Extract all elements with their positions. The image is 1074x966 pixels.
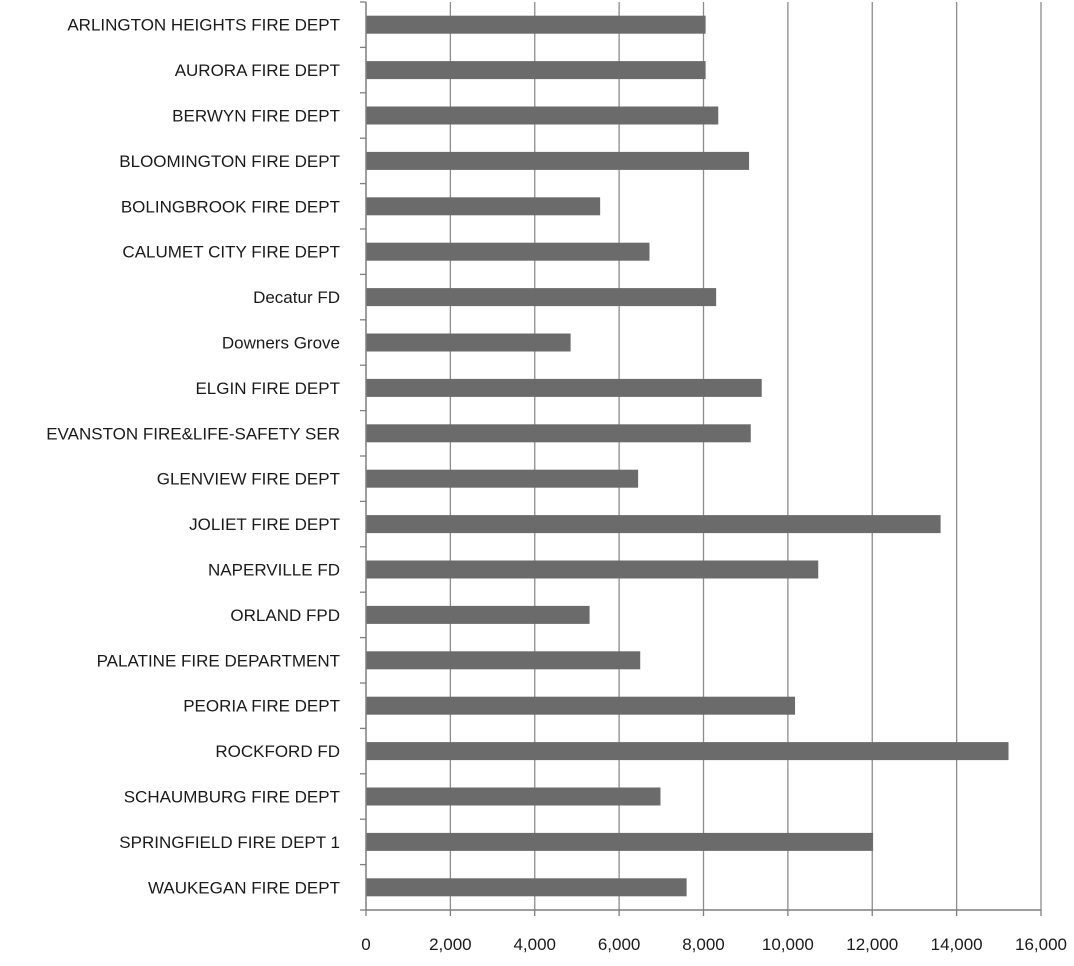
bar: [366, 288, 717, 307]
bar: [366, 469, 639, 488]
bar: [366, 878, 687, 897]
bar: [366, 605, 590, 624]
category-label: ORLAND FPD: [230, 606, 340, 625]
category-label: ARLINGTON HEIGHTS FIRE DEPT: [67, 16, 340, 35]
x-tick-label: 2,000: [429, 935, 472, 954]
category-label: PALATINE FIRE DEPARTMENT: [97, 651, 340, 670]
x-tick-label: 4,000: [513, 935, 556, 954]
bars: [366, 15, 1009, 897]
bar: [366, 787, 661, 806]
category-label: SPRINGFIELD FIRE DEPT 1: [119, 833, 340, 852]
category-label: WAUKEGAN FIRE DEPT: [148, 878, 340, 897]
category-label: Decatur FD: [253, 288, 340, 307]
tick-labels: 0 2,000 4,000 6,000 8,000 10,000 12,000 14,000 1…: [361, 935, 1067, 954]
x-tick-label: 8,000: [682, 935, 725, 954]
category-label: EVANSTON FIRE&LIFE-SAFETY SER: [46, 424, 340, 443]
x-tick-label: 12,000: [846, 935, 898, 954]
bar: [366, 151, 750, 170]
bar: [366, 61, 706, 80]
category-label: BLOOMINGTON FIRE DEPT: [119, 152, 340, 171]
x-tick-label: 14,000: [931, 935, 983, 954]
bar: [366, 333, 571, 352]
category-label: Downers Grove: [222, 334, 340, 353]
x-tick-label: 10,000: [762, 935, 814, 954]
category-label: ELGIN FIRE DEPT: [195, 379, 340, 398]
bar: [366, 651, 641, 670]
axes: [360, 1, 1042, 916]
grid-lines: [449, 2, 1042, 910]
category-label: JOLIET FIRE DEPT: [189, 515, 340, 534]
bar: [366, 424, 751, 443]
category-label: ROCKFORD FD: [215, 742, 340, 761]
bar: [366, 696, 796, 715]
bar: [366, 197, 601, 216]
category-labels: ARLINGTON HEIGHTS FIRE DEPT AURORA FIRE D…: [46, 16, 340, 898]
bar: [366, 15, 706, 34]
category-label: GLENVIEW FIRE DEPT: [157, 470, 340, 489]
category-label: NAPERVILLE FD: [208, 561, 340, 580]
bar: [366, 242, 650, 261]
bar: [366, 515, 941, 534]
category-label: PEORIA FIRE DEPT: [183, 697, 340, 716]
bar: [366, 560, 819, 579]
x-tick-label: 16,000: [1015, 935, 1067, 954]
x-tick-label: 6,000: [598, 935, 641, 954]
category-label: CALUMET CITY FIRE DEPT: [122, 243, 340, 262]
x-tick-label: 0: [361, 935, 370, 954]
bar: [366, 742, 1009, 761]
category-label: BERWYN FIRE DEPT: [172, 107, 340, 126]
bar: [366, 378, 762, 397]
category-label: BOLINGBROOK FIRE DEPT: [121, 197, 340, 216]
bar: [366, 832, 874, 851]
category-label: SCHAUMBURG FIRE DEPT: [124, 788, 340, 807]
bar: [366, 106, 719, 125]
category-label: AURORA FIRE DEPT: [175, 61, 340, 80]
